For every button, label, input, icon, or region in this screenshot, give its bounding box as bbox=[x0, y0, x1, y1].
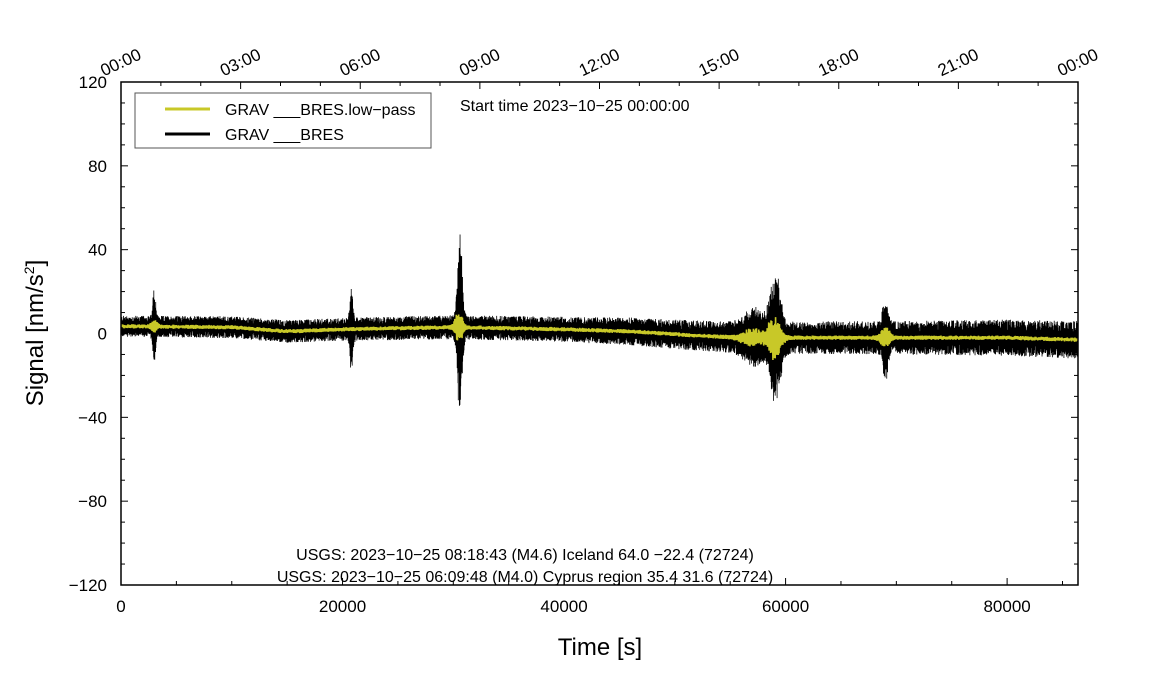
annotation-cyprus: USGS: 2023−10−25 06:09:48 (M4.0) Cyprus … bbox=[277, 569, 773, 586]
y-axis-title-main: Signal [nm/s bbox=[22, 274, 49, 406]
top-tick-label-3: 09:00 bbox=[456, 45, 503, 80]
y-tick-label-3: 0 bbox=[98, 325, 107, 344]
y-tick-label-5: 80 bbox=[88, 157, 107, 176]
top-tick-label-0: 00:00 bbox=[97, 45, 144, 80]
y-axis-title-end: ] bbox=[22, 260, 49, 267]
x-tick-label-3: 60000 bbox=[762, 597, 809, 616]
top-tick-label-6: 18:00 bbox=[815, 45, 862, 80]
top-tick-label-5: 15:00 bbox=[696, 45, 743, 80]
x-tick-label-0: 0 bbox=[116, 597, 125, 616]
top-tick-label-2: 06:00 bbox=[337, 45, 384, 80]
x-tick-label-2: 40000 bbox=[540, 597, 587, 616]
annotation-iceland: USGS: 2023−10−25 08:18:43 (M4.6) Iceland… bbox=[296, 547, 754, 564]
y-axis-title-sup: 2 bbox=[21, 266, 37, 274]
x-axis-title: Time [s] bbox=[558, 634, 642, 661]
series-line-0 bbox=[121, 314, 1078, 360]
top-tick-label-1: 03:00 bbox=[217, 45, 264, 80]
legend-label-low-pass: GRAV ___BRES.low−pass bbox=[225, 102, 415, 119]
legend-box bbox=[134, 92, 432, 149]
top-tick-label-4: 12:00 bbox=[576, 45, 623, 80]
top-tick-label-7: 21:00 bbox=[935, 45, 982, 80]
x-tick-label-1: 20000 bbox=[319, 597, 366, 616]
start-time-label: Start time 2023−10−25 00:00:00 bbox=[460, 98, 690, 115]
plot-frame bbox=[120, 81, 1079, 586]
top-tick-label-8: 00:00 bbox=[1054, 45, 1101, 80]
x-tick-label-4: 80000 bbox=[983, 597, 1030, 616]
y-tick-label-6: 120 bbox=[79, 73, 107, 92]
y-axis-title: Signal [nm/s2] bbox=[21, 260, 49, 407]
y-tick-label-0: −120 bbox=[69, 576, 107, 595]
y-tick-label-4: 40 bbox=[88, 241, 107, 260]
legend-label-raw: GRAV ___BRES bbox=[225, 127, 344, 144]
legend: GRAV ___BRES.low−pass GRAV ___BRES bbox=[134, 92, 432, 149]
y-tick-label-2: −40 bbox=[78, 408, 107, 427]
y-tick-label-1: −80 bbox=[78, 492, 107, 511]
series-layer bbox=[121, 234, 1078, 406]
